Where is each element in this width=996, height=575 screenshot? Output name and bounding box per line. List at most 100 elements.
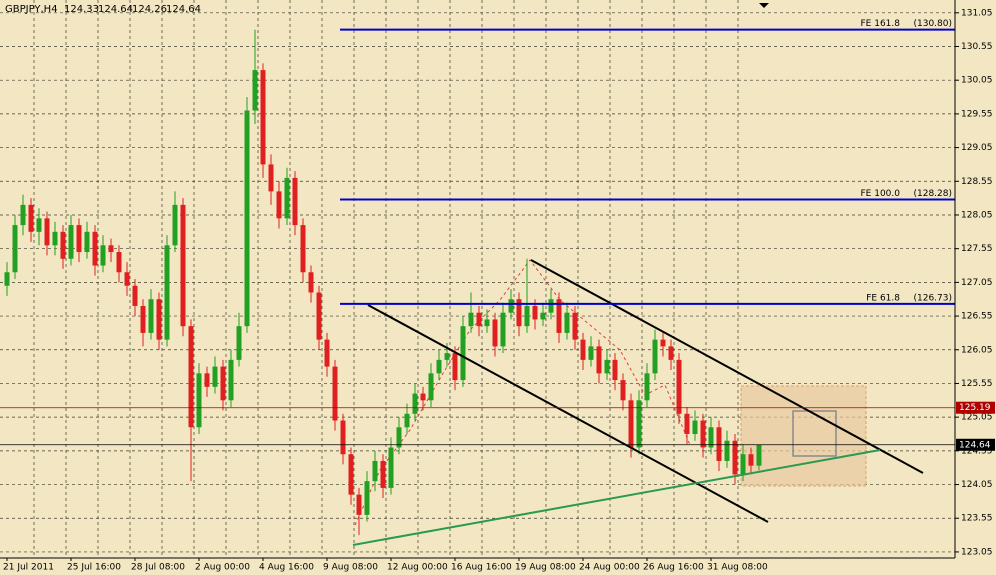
price-axis — [955, 0, 996, 575]
candle-body — [500, 312, 506, 347]
candle-body — [324, 339, 330, 367]
candle-body — [652, 339, 658, 374]
price-tag — [956, 438, 995, 451]
y-tick-label: 129.05 — [961, 143, 993, 153]
trend-line — [352, 449, 881, 546]
candle-body — [484, 319, 490, 327]
candle-body — [580, 339, 586, 360]
candle-body — [724, 440, 730, 461]
y-tick-label: 127.05 — [961, 278, 993, 288]
channel-line — [530, 259, 924, 474]
y-tick-label: 128.55 — [961, 177, 993, 187]
candle-body — [332, 366, 338, 421]
candle-body — [300, 225, 306, 273]
candle-body — [356, 494, 362, 515]
candle-body — [420, 393, 426, 401]
candle-body — [292, 177, 298, 226]
candle-body — [244, 110, 250, 327]
candle-body — [476, 312, 482, 327]
y-tick-label: 128.05 — [961, 210, 993, 220]
candle-body — [196, 373, 202, 428]
last-open: 124.33 — [64, 4, 99, 15]
candle-body — [276, 191, 282, 219]
candle-body — [532, 305, 538, 320]
shift-marker — [759, 3, 769, 8]
overlays: FE 161.8 (130.80) FE 100.0 (128.28) FE 61.8 (… — [0, 19, 955, 446]
price-tag — [956, 401, 995, 414]
candle-body — [364, 481, 370, 515]
candle-body — [644, 373, 650, 401]
candle-body — [4, 272, 10, 286]
x-tick-label: 4 Aug 16:00 — [259, 563, 314, 573]
x-tick-label: 25 Jul 16:00 — [67, 563, 121, 573]
candle-body — [628, 400, 634, 448]
candle-body — [252, 70, 258, 111]
candle-body — [380, 460, 386, 488]
candle-body — [676, 359, 682, 414]
candle-body — [180, 204, 186, 327]
candle-body — [60, 231, 66, 259]
grid — [0, 0, 955, 558]
candle-body — [756, 444, 762, 466]
candle-body — [740, 454, 746, 475]
candle-body — [572, 312, 578, 340]
x-tick-label: 24 Aug 00:00 — [579, 563, 640, 573]
candle-body — [412, 393, 418, 414]
x-tick-label: 21 Jul 2011 — [3, 563, 54, 573]
candle-body — [524, 305, 530, 327]
candle-body — [52, 231, 58, 246]
channel-line — [367, 304, 769, 523]
candle-body — [108, 245, 114, 253]
candle-body — [44, 218, 50, 246]
candle-body — [132, 285, 138, 306]
candle-body — [316, 292, 322, 340]
candle-body — [228, 359, 234, 401]
y-tick-label: 125.05 — [961, 413, 993, 423]
candle-body — [404, 413, 410, 428]
last-close: 124.64 — [166, 4, 201, 15]
candle-body — [492, 319, 498, 347]
fib-name: FE 100.0 — [861, 189, 901, 199]
symbol: GBPJPY,H4 — [5, 4, 58, 15]
candle-body — [604, 359, 610, 374]
candle-body — [140, 305, 146, 333]
candles — [4, 29, 762, 536]
fib-name: FE 161.8 — [861, 19, 901, 29]
y-tick-label: 130.55 — [961, 42, 993, 52]
fib-price: (130.80) — [913, 19, 952, 29]
candle-body — [748, 454, 754, 466]
candle-body — [660, 339, 666, 347]
candle-body — [148, 299, 154, 333]
candle-body — [348, 454, 354, 495]
price-tag-label: 124.64 — [959, 440, 991, 450]
candle-body — [12, 225, 18, 273]
candle-body — [116, 252, 122, 273]
y-tick-label: 125.55 — [961, 379, 993, 389]
candle-body — [684, 413, 690, 434]
candle-body — [636, 400, 642, 448]
candle-body — [700, 420, 706, 448]
candle-body — [204, 373, 210, 387]
candle-body — [76, 225, 82, 253]
x-tick-label: 28 Jul 08:00 — [131, 563, 185, 573]
candle-body — [460, 326, 466, 381]
candle-body — [68, 225, 74, 259]
y-tick-label: 123.55 — [961, 514, 993, 524]
fib-price: (128.28) — [913, 189, 952, 199]
x-tick-label: 26 Aug 16:00 — [643, 563, 704, 573]
candle-body — [428, 373, 434, 401]
x-tick-label: 19 Aug 08:00 — [515, 563, 576, 573]
candle-body — [436, 359, 442, 374]
candle-body — [260, 70, 266, 165]
candle-body — [564, 312, 570, 333]
x-tick-label: 16 Aug 16:00 — [451, 563, 512, 573]
candle-body — [20, 204, 26, 226]
y-tick-label: 129.55 — [961, 109, 993, 119]
x-tick-label: 12 Aug 00:00 — [387, 563, 448, 573]
y-tick-label: 124.05 — [961, 480, 993, 490]
candle-body — [220, 366, 226, 401]
candle-body — [340, 420, 346, 455]
candle-body — [596, 346, 602, 374]
